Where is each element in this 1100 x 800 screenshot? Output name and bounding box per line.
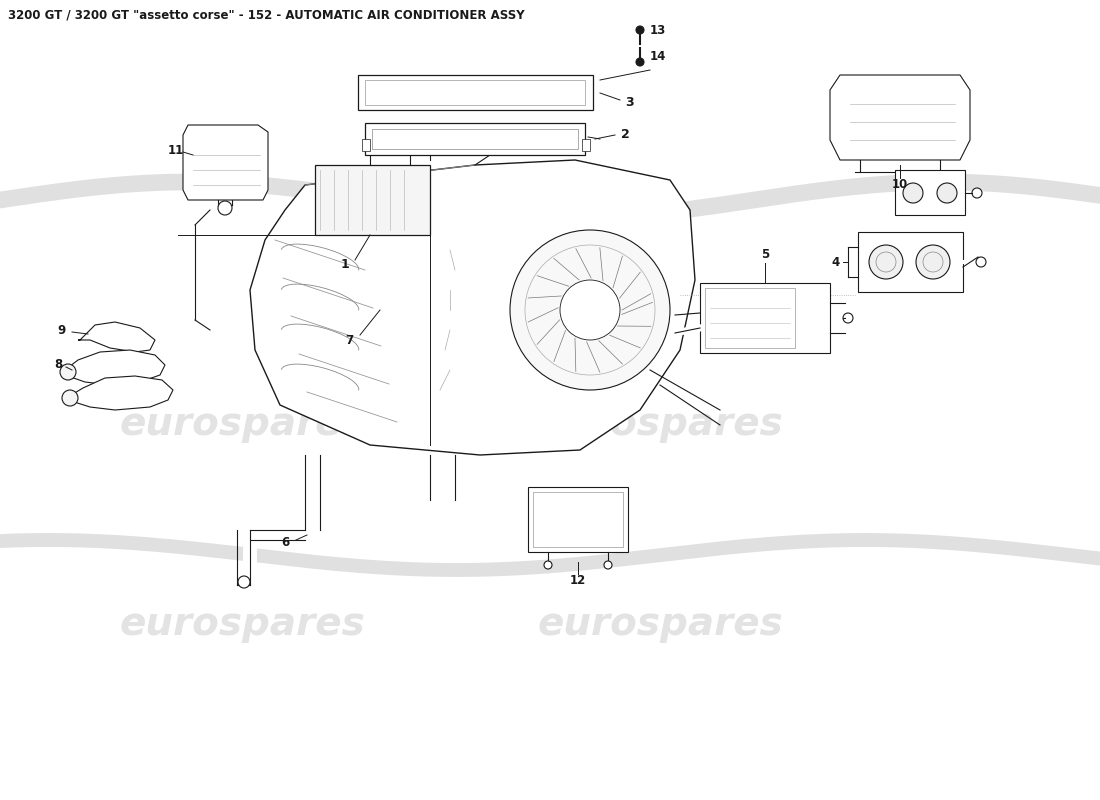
Bar (582, 139, 590, 151)
Text: 8: 8 (54, 358, 62, 371)
Bar (315, 165, 430, 235)
Bar (705, 288, 795, 348)
Text: 3200 GT / 3200 GT "assetto corse" - 152 - AUTOMATIC AIR CONDITIONER ASSY: 3200 GT / 3200 GT "assetto corse" - 152 … (8, 8, 525, 21)
Polygon shape (65, 350, 165, 385)
Circle shape (636, 26, 644, 34)
Text: 11: 11 (168, 143, 184, 157)
Text: 1: 1 (341, 258, 350, 271)
Text: eurospares: eurospares (119, 405, 365, 443)
Polygon shape (68, 376, 173, 410)
Polygon shape (250, 160, 695, 455)
Bar (858, 232, 962, 292)
Bar (358, 75, 593, 110)
Text: 4: 4 (832, 255, 840, 269)
Circle shape (976, 257, 986, 267)
Polygon shape (183, 125, 268, 200)
Text: 9: 9 (58, 323, 66, 337)
Circle shape (636, 58, 644, 66)
Polygon shape (830, 75, 970, 160)
Circle shape (916, 245, 950, 279)
Text: eurospares: eurospares (119, 605, 365, 643)
Circle shape (238, 576, 250, 588)
Circle shape (843, 313, 852, 323)
Text: eurospares: eurospares (537, 405, 783, 443)
Circle shape (544, 561, 552, 569)
Bar (365, 123, 585, 155)
Text: 14: 14 (650, 50, 667, 63)
Bar (528, 487, 628, 552)
Text: 2: 2 (620, 129, 629, 142)
Circle shape (937, 183, 957, 203)
Bar (372, 129, 578, 149)
Bar (534, 492, 623, 547)
Text: 12: 12 (570, 574, 586, 586)
Bar (895, 170, 965, 215)
Circle shape (972, 188, 982, 198)
Polygon shape (78, 322, 155, 352)
Text: 10: 10 (892, 178, 909, 191)
Circle shape (604, 561, 612, 569)
Circle shape (510, 230, 670, 390)
Circle shape (60, 364, 76, 380)
Bar (700, 283, 830, 353)
Text: 7: 7 (345, 334, 353, 346)
Text: 6: 6 (280, 535, 289, 549)
Circle shape (62, 390, 78, 406)
Bar (362, 139, 370, 151)
Text: 5: 5 (761, 249, 769, 262)
Circle shape (560, 280, 620, 340)
Text: eurospares: eurospares (537, 605, 783, 643)
Circle shape (218, 201, 232, 215)
Text: 13: 13 (650, 25, 667, 38)
Bar (365, 80, 585, 105)
Circle shape (869, 245, 903, 279)
Circle shape (903, 183, 923, 203)
Text: 3: 3 (626, 97, 635, 110)
